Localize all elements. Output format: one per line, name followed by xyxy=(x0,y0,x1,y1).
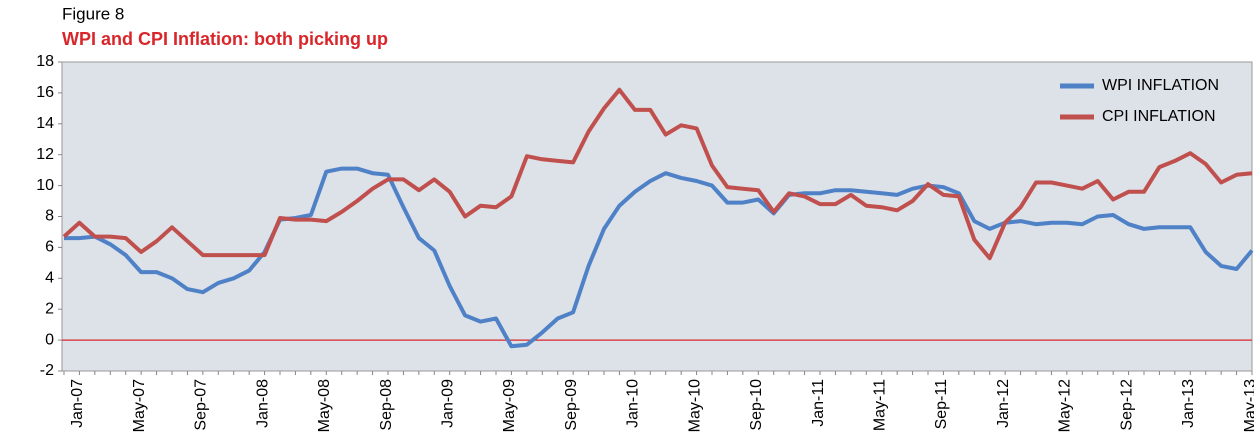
x-tick-label: Sep-08 xyxy=(378,379,395,431)
plot-area xyxy=(61,61,1253,372)
chart-subtitle: WPI and CPI Inflation: both picking up xyxy=(62,29,388,49)
y-tick-label: 14 xyxy=(36,115,54,132)
y-tick-label: 0 xyxy=(45,331,54,348)
y-tick-label: 6 xyxy=(45,239,54,256)
x-tick-label: Jan-07 xyxy=(69,379,86,428)
x-tick-label: Sep-10 xyxy=(748,379,765,431)
x-tick-label: Sep-07 xyxy=(193,379,210,431)
y-tick-label: 4 xyxy=(45,270,54,287)
y-tick-label: 2 xyxy=(45,300,54,317)
x-tick-label: Jan-10 xyxy=(625,379,642,428)
chart-title: Figure 8 xyxy=(62,4,124,23)
y-tick-label: 12 xyxy=(36,146,54,163)
legend-label: WPI INFLATION xyxy=(1102,77,1219,94)
y-tick-label: 8 xyxy=(45,208,54,225)
x-tick-label: May-10 xyxy=(686,379,703,432)
y-tick-label: -2 xyxy=(40,362,54,379)
x-tick-label: May-13 xyxy=(1242,379,1254,432)
x-tick-label: May-07 xyxy=(131,379,148,432)
x-tick-label: Jan-08 xyxy=(254,379,271,428)
y-tick-label: 10 xyxy=(36,177,54,194)
x-tick-label: Jan-09 xyxy=(440,379,457,428)
x-tick-label: May-08 xyxy=(316,379,333,432)
x-tick-label: Jan-11 xyxy=(810,379,827,427)
x-tick-label: May-11 xyxy=(872,379,889,431)
x-tick-label: May-12 xyxy=(1057,379,1074,432)
x-tick-label: Sep-12 xyxy=(1118,379,1135,431)
x-tick-label: Jan-13 xyxy=(1180,379,1197,428)
series-line xyxy=(62,87,1253,261)
x-tick-label: Sep-11 xyxy=(933,379,950,430)
y-tick-label: 18 xyxy=(36,53,54,70)
x-tick-label: Jan-12 xyxy=(995,379,1012,428)
x-tick-label: Sep-09 xyxy=(563,379,580,431)
y-tick-label: 16 xyxy=(36,84,54,101)
legend-label: CPI INFLATION xyxy=(1102,108,1216,125)
x-tick-label: May-09 xyxy=(501,379,518,432)
